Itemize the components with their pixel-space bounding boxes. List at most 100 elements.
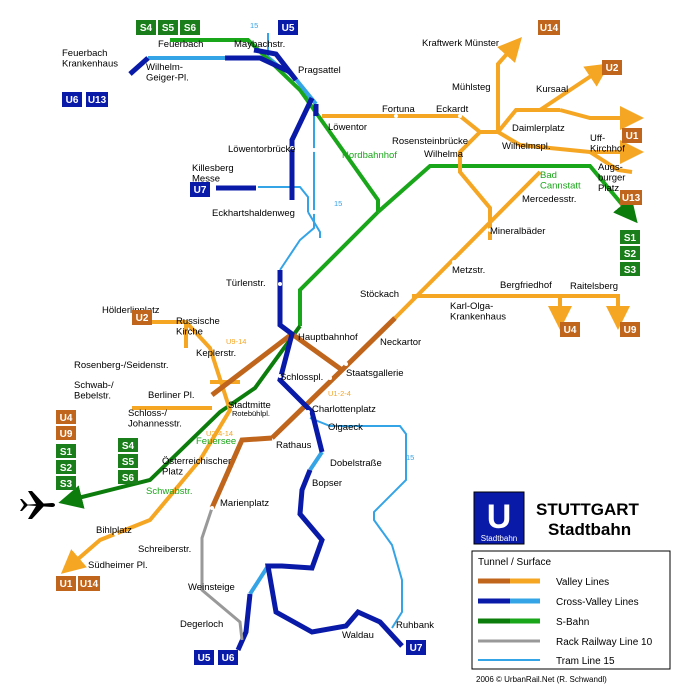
station-hauptbahnhof: Hauptbahnhof	[298, 332, 358, 343]
line-notes: U9-14 U1-2-4 U2-4-14 15 15 15	[206, 21, 414, 462]
svg-text:U4: U4	[60, 413, 73, 424]
legend-header: Tunnel / Surface	[478, 557, 551, 568]
legend: Tunnel / Surface Valley Lines Cross-Vall…	[471, 550, 671, 670]
svg-text:S1: S1	[624, 233, 637, 244]
station-turlenstr: Türlenstr.	[226, 278, 266, 289]
legend-label-valley: Valley Lines	[556, 577, 609, 588]
svg-text:S3: S3	[624, 265, 637, 276]
badge-u13-left: U13	[86, 92, 108, 107]
title-line1: STUTTGART	[536, 500, 640, 519]
note-u2-4-14: U2-4-14	[206, 429, 233, 438]
station-bopser: Bopser	[312, 478, 342, 489]
badge-s6-mid: S6	[118, 470, 138, 484]
station-uff-kirchhof: Uff-Kirchhof	[590, 133, 625, 154]
station-sudheimer: Südheimer Pl.	[88, 560, 148, 571]
station-waldau: Waldau	[342, 630, 374, 641]
station-raitelsberg: Raitelsberg	[570, 281, 618, 292]
cross-valley-tunnel	[128, 47, 404, 652]
station-feuerbach: Feuerbach	[158, 39, 203, 50]
badge-u1-left: U1	[56, 576, 76, 591]
station-marker	[394, 114, 398, 118]
station-daimlerplatz: Daimlerplatz	[512, 123, 565, 134]
badge-s5-mid: S5	[118, 454, 138, 468]
station-stockach: Stöckach	[360, 289, 399, 300]
svg-text:S5: S5	[122, 457, 135, 468]
badge-u14-top: U14	[538, 20, 560, 35]
station-olgaeck: Olgaeck	[328, 422, 363, 433]
u-logo-text: Stadtbahn	[481, 534, 517, 543]
station-berliner-pl: Berliner Pl.	[148, 390, 194, 401]
badge-u6-bottom: U6	[218, 650, 238, 665]
badge-s1-right: S1	[620, 230, 640, 244]
station-wilhelm-geiger: Wilhelm-Geiger-Pl.	[146, 62, 189, 83]
svg-text:U1: U1	[60, 579, 73, 590]
station-muhlsteg: Mühlsteg	[452, 82, 491, 93]
station-eckhartshaldenweg: Eckhartshaldenweg	[212, 208, 295, 219]
badge-s1-left: S1	[56, 444, 76, 458]
station-marker	[298, 480, 302, 484]
station-rotebuhlpl: Rotebühlpl.	[232, 409, 270, 418]
station-marker	[148, 544, 152, 548]
badge-u4-left: U4	[56, 410, 76, 424]
title-line2: Stadtbahn	[548, 520, 631, 539]
svg-text:U9: U9	[60, 429, 73, 440]
station-marker	[458, 114, 462, 118]
svg-text:U7: U7	[194, 185, 207, 196]
station-lowentorbrucke: Löwentorbrücke	[228, 144, 296, 155]
station-marker	[312, 210, 316, 214]
station-dobelstrasse: Dobelstraße	[330, 458, 382, 469]
station-marker	[278, 282, 282, 286]
badge-u4-right: U4	[560, 322, 580, 337]
station-labels: Feuerbach Krankenhaus Feuerbach Maybachst…	[62, 38, 625, 641]
badge-u9-left: U9	[56, 426, 76, 440]
svg-text:U2: U2	[606, 63, 619, 74]
legend-label-rack: Rack Railway Line 10	[556, 637, 653, 648]
station-karl-olga: Karl-Olga-Krankenhaus	[450, 301, 506, 322]
svg-text:U1: U1	[626, 131, 639, 142]
svg-text:S4: S4	[140, 23, 153, 34]
credit-text: 2006 © UrbanRail.Net (R. Schwandl)	[476, 675, 607, 684]
badge-u13-right: U13	[620, 190, 642, 205]
u-logo-letter: U	[487, 498, 512, 536]
station-augsburger: Augs-burger Platz	[598, 162, 625, 194]
svg-text:S6: S6	[184, 23, 197, 34]
station-weinsteige: Weinsteige	[188, 582, 235, 593]
station-schwab: Schwab-/Bebelstr.	[74, 380, 114, 401]
svg-text:S2: S2	[60, 463, 73, 474]
station-nordbahnhof: Nordbahnhof	[342, 150, 397, 161]
station-rathaus: Rathaus	[276, 440, 312, 451]
station-schwabstr: Schwabstr.	[146, 486, 192, 497]
station-staatsgallerie: Staatsgallerie	[346, 368, 404, 379]
station-marker	[452, 260, 456, 264]
station-degerloch: Degerloch	[180, 619, 223, 630]
badge-s2-right: S2	[620, 246, 640, 260]
svg-text:S2: S2	[624, 249, 637, 260]
note-tram15-right: 15	[406, 453, 414, 462]
station-marker	[278, 374, 282, 378]
station-killesberg: Killesberg Messe	[192, 163, 234, 184]
station-mineralbader: Mineralbäder	[490, 226, 545, 237]
badge-u2-left: U2	[132, 310, 152, 325]
station-markers	[114, 114, 492, 548]
svg-text:S5: S5	[162, 23, 175, 34]
station-feuersee: Feuersee	[196, 436, 236, 447]
svg-text:U6: U6	[66, 95, 79, 106]
station-mercedesstr: Mercedesstr.	[522, 194, 576, 205]
station-russische-kirche: Russische Kirche	[176, 316, 220, 337]
s-bahn	[58, 38, 638, 509]
badge-s4-mid: S4	[118, 438, 138, 452]
svg-text:U6: U6	[222, 653, 235, 664]
note-tram15-mid: 15	[334, 199, 342, 208]
svg-text:U4: U4	[564, 325, 577, 336]
valley-tunnel	[209, 316, 397, 510]
airport-icon	[20, 491, 55, 519]
station-charlottenplatz: Charlottenplatz	[312, 404, 376, 415]
badge-s2-left: S2	[56, 460, 76, 474]
station-rosensteinbrucke: Rosensteinbrücke	[392, 136, 468, 147]
station-marker	[290, 146, 294, 150]
station-metzstr: Metzstr.	[452, 265, 485, 276]
station-holderlinplatz: Hölderlinplatz	[102, 305, 160, 316]
svg-text:U7: U7	[410, 643, 423, 654]
badge-u6: U6	[62, 92, 82, 107]
legend-label-cross: Cross-Valley Lines	[556, 597, 639, 608]
